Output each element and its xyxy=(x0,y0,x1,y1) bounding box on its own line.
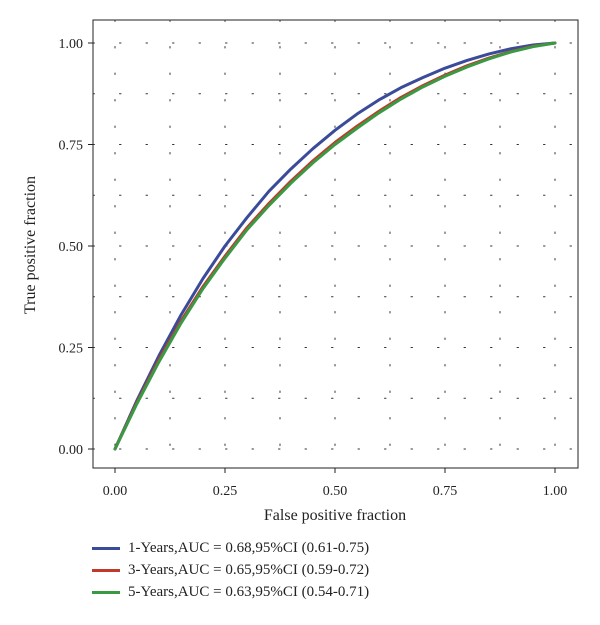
legend-swatch-1-years xyxy=(92,546,120,550)
series-line-1-years xyxy=(113,41,557,451)
grid xyxy=(92,19,579,469)
y-tick-label: 0.00 xyxy=(59,443,84,458)
x-tick-label: 0.75 xyxy=(433,484,458,499)
y-tick-label: 1.00 xyxy=(59,37,84,52)
x-tick-label: 1.00 xyxy=(543,484,568,499)
legend-swatch-5-years xyxy=(92,590,120,594)
series-lines xyxy=(113,41,557,451)
x-tick-label: 0.25 xyxy=(213,484,238,499)
legend: 1-Years,AUC = 0.68,95%CI (0.61-0.75) 3-Y… xyxy=(92,537,369,603)
y-tick-label: 0.75 xyxy=(59,139,84,154)
y-axis: 0.00 0.25 0.50 0.75 1.00 xyxy=(59,37,93,458)
legend-label-1-years: 1-Years,AUC = 0.68,95%CI (0.61-0.75) xyxy=(128,539,370,556)
y-tick-label: 0.50 xyxy=(59,240,84,255)
y-axis-title: True positive fraction xyxy=(22,176,39,314)
x-axis-title: False positive fraction xyxy=(264,507,406,524)
legend-item-1-years: 1-Years,AUC = 0.68,95%CI (0.61-0.75) xyxy=(92,537,369,559)
plot-panel xyxy=(92,19,579,469)
legend-item-5-years: 5-Years,AUC = 0.63,95%CI (0.54-0.71) xyxy=(92,581,369,603)
x-axis: 0.00 0.25 0.50 0.75 1.00 xyxy=(103,468,568,499)
x-tick-label: 0.00 xyxy=(103,484,128,499)
legend-label-3-years: 3-Years,AUC = 0.65,95%CI (0.59-0.72) xyxy=(128,561,370,578)
x-tick-label: 0.50 xyxy=(323,484,348,499)
legend-item-3-years: 3-Years,AUC = 0.65,95%CI (0.59-0.72) xyxy=(92,559,369,581)
y-tick-label: 0.25 xyxy=(59,342,84,357)
legend-swatch-3-years xyxy=(92,568,120,572)
series-line-5-years xyxy=(113,41,557,451)
legend-label-5-years: 5-Years,AUC = 0.63,95%CI (0.54-0.71) xyxy=(128,583,370,600)
roc-chart: 0.00 0.25 0.50 0.75 1.00 0.00 0.25 0.50 0.75 1.0… xyxy=(22,19,579,524)
